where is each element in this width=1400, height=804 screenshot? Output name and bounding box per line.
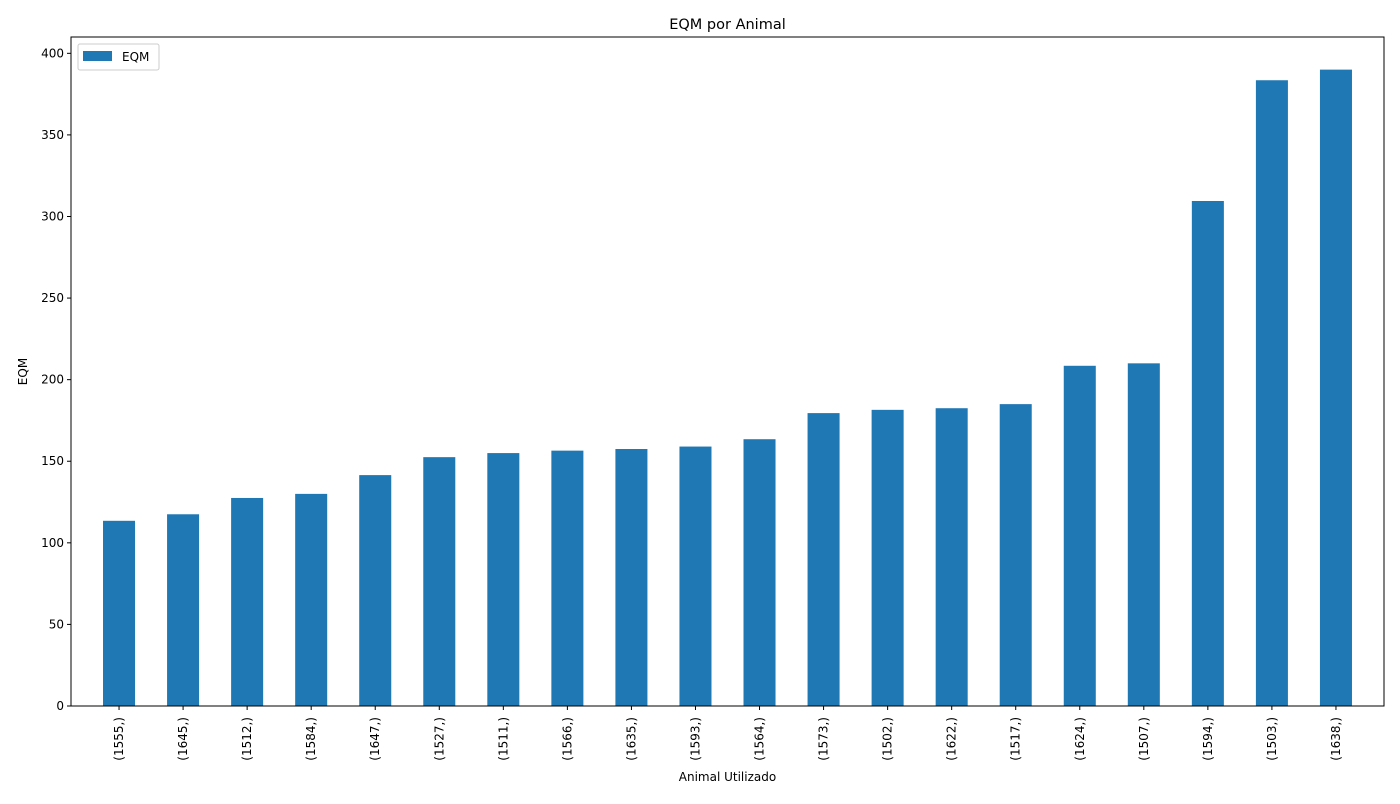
bar bbox=[423, 457, 456, 706]
bar bbox=[679, 446, 712, 706]
bar bbox=[807, 413, 840, 706]
legend: EQM bbox=[77, 43, 160, 71]
bar bbox=[999, 404, 1032, 706]
x-tick-label: (1564,) bbox=[753, 717, 767, 761]
bar bbox=[167, 514, 200, 706]
x-tick-label: (1555,) bbox=[112, 717, 126, 761]
x-tick-label: (1594,) bbox=[1201, 717, 1215, 761]
x-tick-label: (1647,) bbox=[368, 717, 382, 761]
x-tick-label: (1527,) bbox=[432, 717, 446, 761]
y-tick-label: 400 bbox=[41, 46, 64, 60]
y-tick-label: 0 bbox=[56, 699, 64, 713]
x-tick-label: (1511,) bbox=[496, 717, 510, 761]
x-tick-label: (1566,) bbox=[560, 717, 574, 761]
bar bbox=[1255, 80, 1288, 707]
x-tick-label: (1512,) bbox=[240, 717, 254, 761]
bar bbox=[1063, 365, 1096, 706]
x-tick-label: (1507,) bbox=[1137, 717, 1151, 761]
bar bbox=[615, 449, 648, 706]
x-tick-label: (1502,) bbox=[881, 717, 895, 761]
y-tick-label: 350 bbox=[41, 128, 64, 142]
x-tick-label: (1624,) bbox=[1073, 717, 1087, 761]
x-tick-label: (1584,) bbox=[304, 717, 318, 761]
bar bbox=[551, 450, 584, 706]
x-tick-label: (1503,) bbox=[1265, 717, 1279, 761]
x-tick-label: (1517,) bbox=[1009, 717, 1023, 761]
bar bbox=[871, 409, 904, 706]
bar bbox=[935, 408, 968, 706]
x-axis-label: Animal Utilizado bbox=[679, 770, 776, 784]
bar bbox=[1127, 363, 1160, 706]
x-tick-label: (1645,) bbox=[176, 717, 190, 761]
bar bbox=[1319, 69, 1352, 706]
legend-swatch bbox=[83, 51, 112, 61]
x-tick-label: (1593,) bbox=[688, 717, 702, 761]
y-axis-label: EQM bbox=[16, 358, 30, 385]
x-tick-label: (1573,) bbox=[817, 717, 831, 761]
x-tick-label: (1635,) bbox=[624, 717, 638, 761]
plot-frame bbox=[70, 36, 1385, 707]
chart-title: EQM por Animal bbox=[669, 17, 786, 33]
y-tick-label: 100 bbox=[41, 536, 64, 550]
legend-label: EQM bbox=[122, 50, 149, 64]
y-tick-label: 300 bbox=[41, 209, 64, 223]
x-tick-label: (1638,) bbox=[1329, 717, 1343, 761]
bar bbox=[103, 520, 136, 706]
bar bbox=[295, 493, 328, 706]
x-tick-label: (1622,) bbox=[945, 717, 959, 761]
y-tick-label: 250 bbox=[41, 291, 64, 305]
y-tick-label: 50 bbox=[49, 617, 64, 631]
bar bbox=[487, 453, 520, 706]
y-tick-label: 200 bbox=[41, 373, 64, 387]
bar bbox=[743, 439, 776, 706]
legend-box bbox=[77, 43, 160, 71]
bar bbox=[359, 475, 392, 706]
bar bbox=[231, 497, 264, 706]
bar bbox=[1191, 200, 1224, 707]
y-tick-label: 150 bbox=[41, 454, 64, 468]
